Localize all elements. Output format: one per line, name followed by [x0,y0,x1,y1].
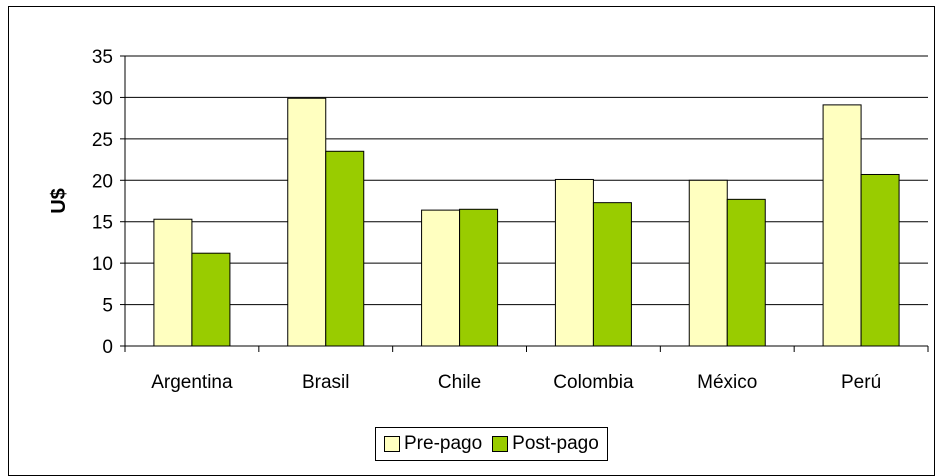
legend-swatch-1 [492,436,509,452]
bar-1-1 [325,150,365,347]
bar-0-0 [153,218,193,347]
legend-label-1: Post-pago [512,433,599,454]
x-tick-label-0: Argentina [151,372,233,393]
legend: Pre-pago Post-pago [375,427,608,461]
x-tick-label-4: México [697,372,757,393]
legend-item-0: Pre-pago [384,433,482,455]
bar-1-3 [592,202,632,347]
legend-swatch-0 [384,436,400,452]
y-tick-label-5: 25 [92,130,113,151]
bar-0-1 [287,97,327,347]
legend-label-0: Pre-pago [404,433,483,454]
y-tick-label-1: 5 [102,296,113,317]
bar-0-2 [421,209,461,347]
bar-chart: 0 5 10 15 20 25 30 35 Argentina Brasil Chile Colomb… [48,47,929,393]
bar-1-4 [726,198,766,347]
x-tick-label-3: Colombia [553,372,634,393]
x-tick-label-2: Chile [438,372,481,393]
legend-item-1: Post-pago [492,433,599,455]
bar-1-2 [459,208,499,347]
x-tick-label-5: Perú [841,372,881,393]
y-tick-label-0: 0 [102,337,113,358]
y-tick-label-7: 35 [92,47,113,68]
y-tick-label-2: 10 [92,254,113,275]
bar-0-4 [688,179,728,347]
y-axis-title: U$ [48,188,70,214]
bar-1-5 [860,173,900,347]
y-tick-label-6: 30 [92,88,113,109]
bar-1-0 [191,252,231,347]
bar-0-3 [554,178,594,347]
bar-0-5 [822,104,862,347]
x-tick-label-1: Brasil [302,372,350,393]
y-tick-label-3: 15 [92,213,113,234]
y-tick-label-4: 20 [92,171,113,192]
